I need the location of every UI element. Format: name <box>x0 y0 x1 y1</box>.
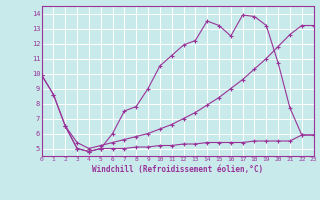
X-axis label: Windchill (Refroidissement éolien,°C): Windchill (Refroidissement éolien,°C) <box>92 165 263 174</box>
